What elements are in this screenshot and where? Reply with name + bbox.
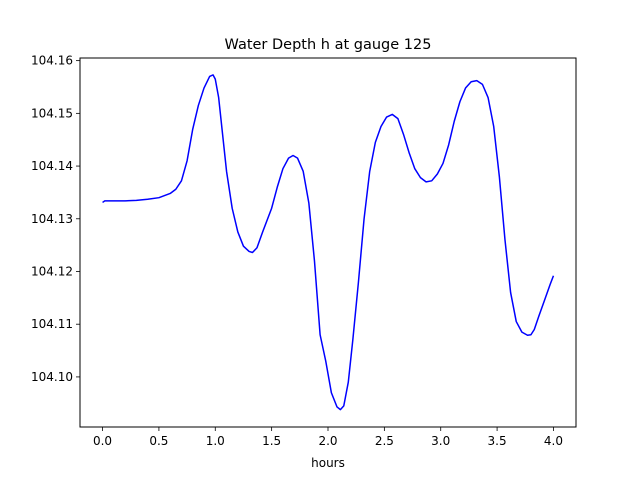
x-tick-label: 3.5 (488, 434, 507, 448)
x-axis: 0.0 0.5 1.0 1.5 2.0 2.5 3.0 3.5 4.0 (93, 427, 563, 448)
x-tick-label: 2.5 (375, 434, 394, 448)
x-axis-label: hours (311, 456, 345, 470)
y-tick-label: 104.16 (31, 54, 73, 68)
axes-background (80, 58, 576, 427)
y-tick-label: 104.10 (31, 370, 73, 384)
y-tick-label: 104.11 (31, 317, 73, 331)
series-layer (102, 74, 555, 411)
x-tick-label: 1.5 (262, 434, 281, 448)
plot-area (80, 58, 576, 427)
y-tick-label: 104.15 (31, 106, 73, 120)
chart-title: Water Depth h at gauge 125 (225, 37, 432, 53)
x-tick-label: 2.0 (318, 434, 337, 448)
x-tick-label: 3.0 (431, 434, 450, 448)
y-tick-label: 104.14 (31, 159, 73, 173)
x-tick-label: 1.0 (206, 434, 225, 448)
x-tick-label: 4.0 (544, 434, 563, 448)
x-tick-label: 0.0 (93, 434, 112, 448)
y-axis: 104.10 104.11 104.12 104.13 104.14 104.15 104.… (31, 54, 80, 384)
y-tick-label: 104.13 (31, 212, 73, 226)
series-line-0 (102, 74, 555, 411)
x-tick-label: 0.5 (149, 434, 168, 448)
y-tick-label: 104.12 (31, 264, 73, 278)
